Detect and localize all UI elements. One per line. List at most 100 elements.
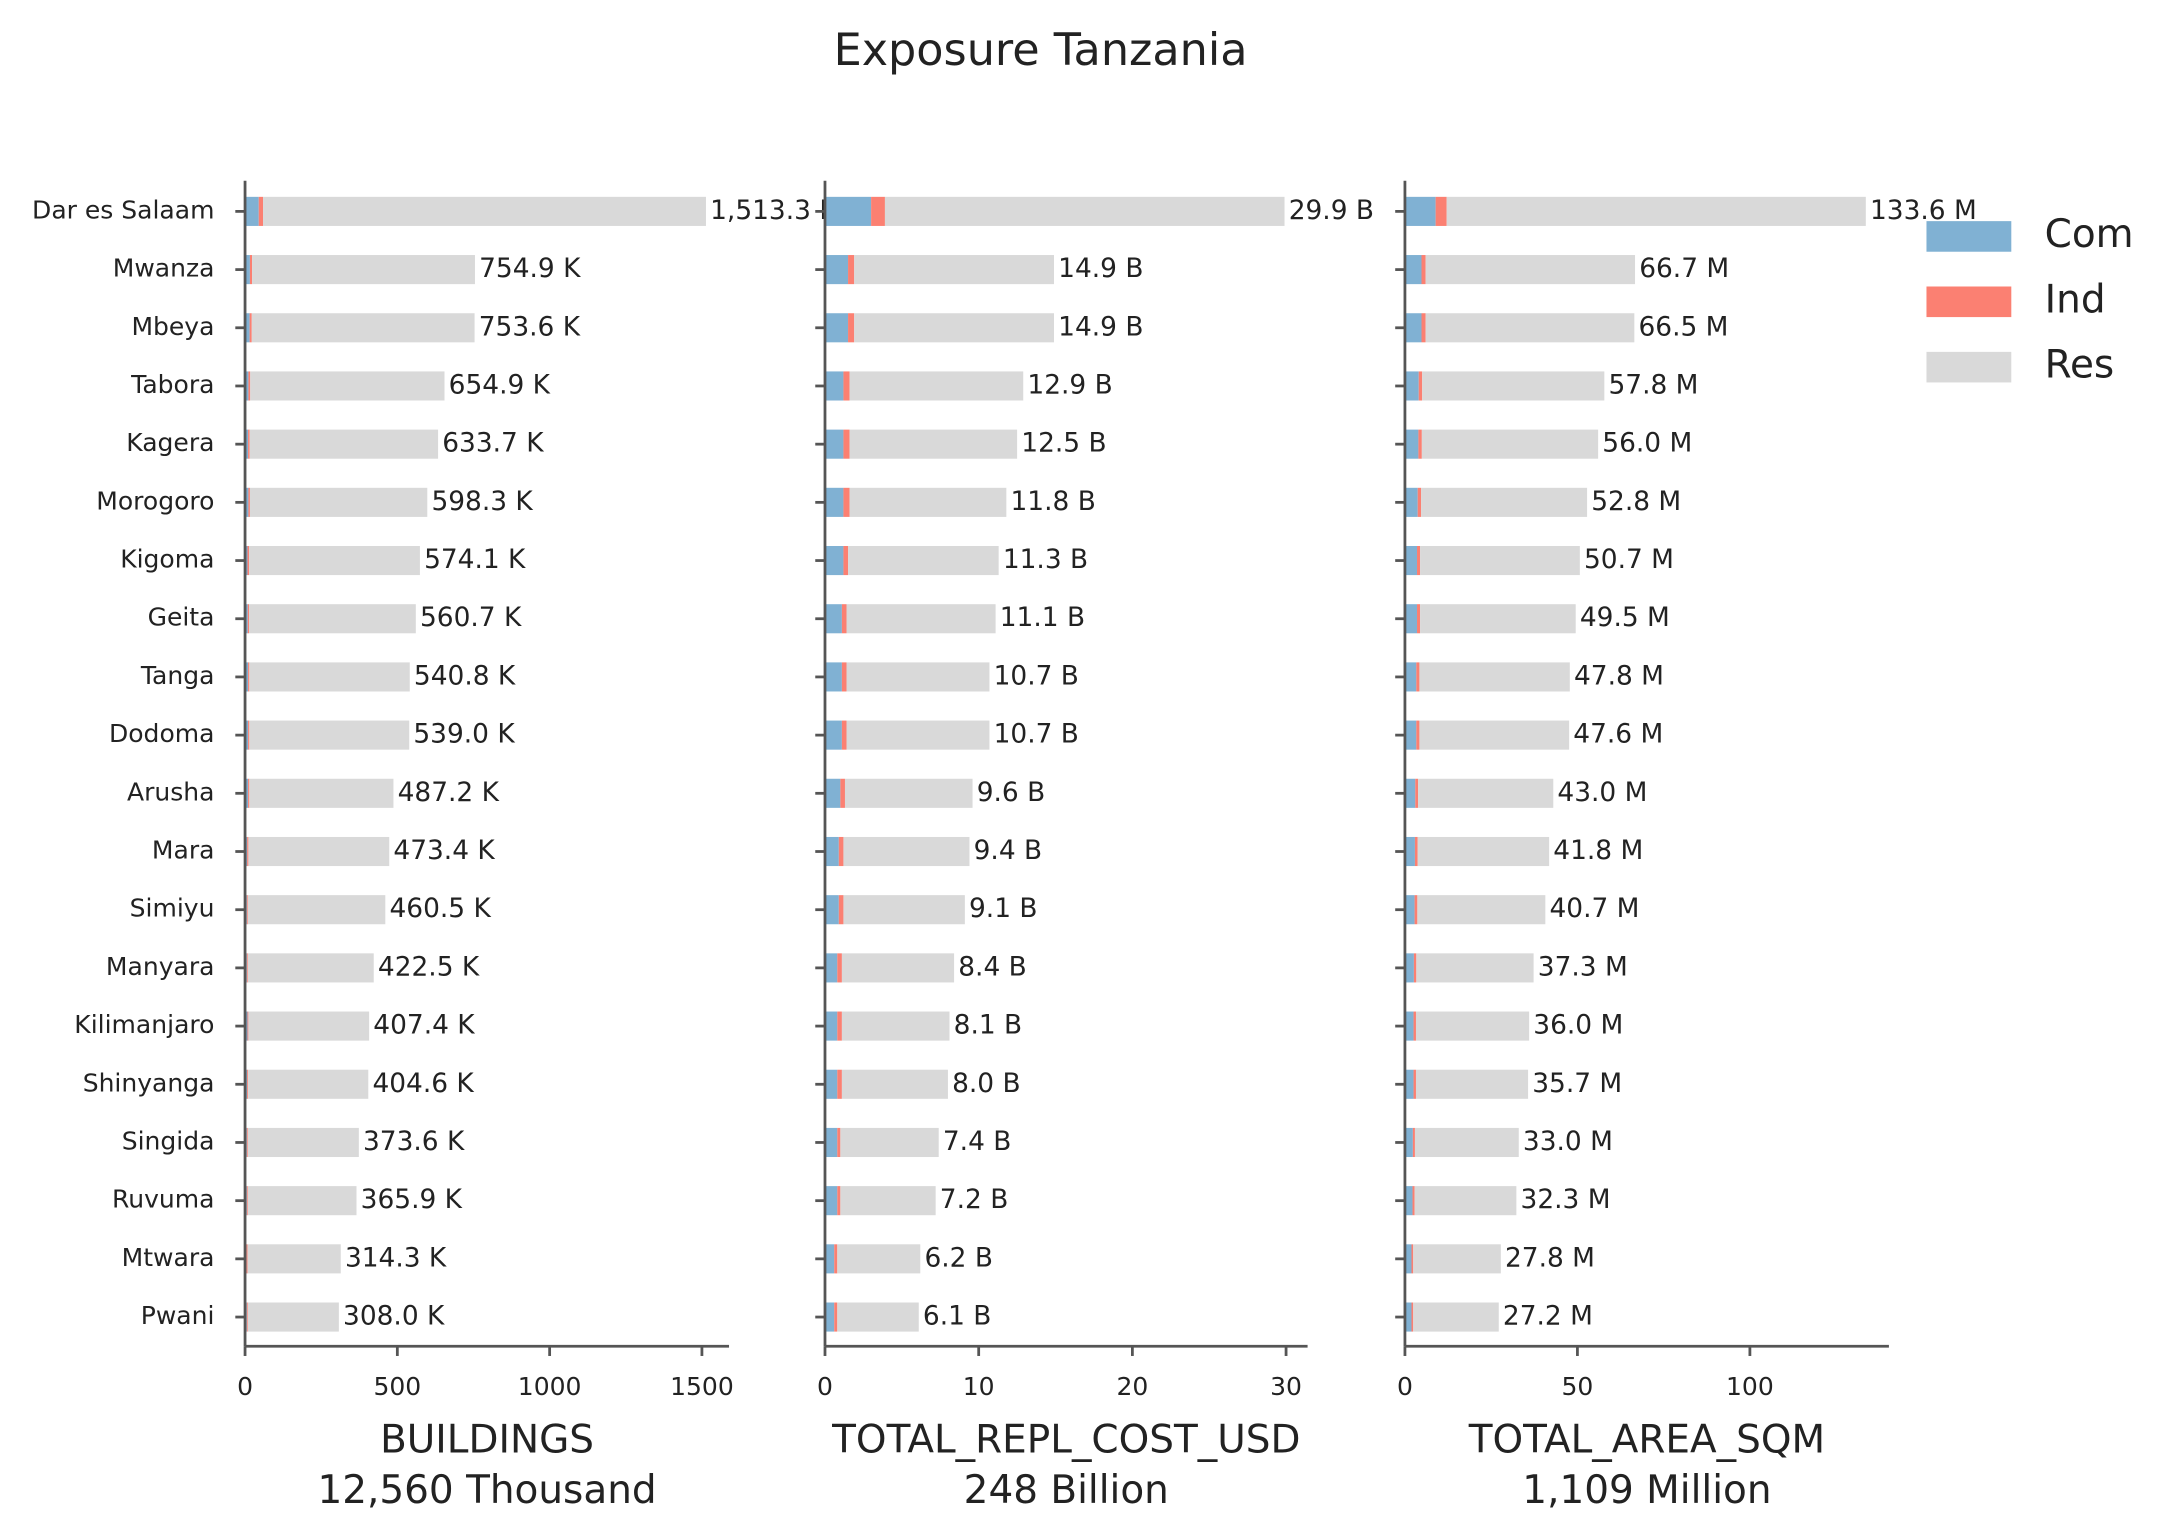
value-label: 373.6 K — [363, 1126, 465, 1157]
value-label: 50.7 M — [1584, 544, 1674, 575]
bar-segment — [1415, 1011, 1530, 1041]
legend-label: Res — [2045, 343, 2115, 388]
bar-segment — [248, 1011, 370, 1041]
bar-segment — [1416, 953, 1534, 983]
value-label: 32.3 M — [1521, 1184, 1611, 1215]
bar-segment — [246, 953, 248, 983]
bar-segment — [846, 720, 990, 750]
bar-segment — [843, 545, 849, 576]
bar-segment — [1404, 953, 1414, 983]
bar-segment — [1446, 196, 1866, 226]
value-label: 12.5 B — [1021, 428, 1106, 459]
bar-segment — [248, 1069, 369, 1099]
value-label: 6.1 B — [923, 1301, 992, 1332]
value-label: 8.4 B — [958, 951, 1027, 982]
bar-segment — [1404, 429, 1419, 459]
bar-segment — [843, 487, 850, 517]
bar-segment — [247, 1302, 339, 1332]
bar-segment — [1425, 313, 1635, 343]
bar-segment — [1404, 196, 1436, 226]
bar-segment — [248, 720, 250, 750]
legend-swatch — [1926, 221, 2012, 252]
bar-segment — [245, 255, 250, 285]
bar-segment — [1411, 1244, 1414, 1274]
value-label: 7.4 B — [943, 1126, 1012, 1157]
bar-segment — [246, 1186, 248, 1216]
bar-segment — [834, 1302, 838, 1332]
bar-segment — [1416, 720, 1420, 750]
bar-segment — [1404, 836, 1415, 867]
bar-segment — [1411, 1302, 1414, 1332]
bar-segment — [837, 1069, 842, 1099]
bar-segment — [1421, 313, 1426, 343]
bar-segment — [871, 196, 885, 226]
value-label: 460.5 K — [389, 893, 491, 924]
y-tick-label: Morogoro — [96, 486, 214, 515]
bar-segment — [824, 1244, 835, 1274]
y-tick-label: Ruvuma — [112, 1185, 214, 1214]
bar-segment — [1418, 778, 1554, 808]
y-tick-label: Manyara — [106, 952, 215, 981]
x-tick-label: 10 — [963, 1372, 995, 1401]
value-label: 66.5 M — [1639, 311, 1729, 342]
bar-segment — [824, 895, 839, 925]
bar-segment — [1412, 1186, 1415, 1216]
bar-segment — [843, 895, 965, 925]
bar-segment — [1414, 1127, 1519, 1158]
bar-segment — [246, 1244, 248, 1274]
bar-segment — [249, 720, 410, 750]
value-label: 9.6 B — [977, 777, 1046, 808]
value-label: 33.0 M — [1523, 1126, 1613, 1157]
bar-segment — [1404, 1186, 1413, 1216]
x-axis-note: 248 Billion — [964, 1468, 1169, 1513]
value-label: 11.1 B — [1000, 602, 1085, 633]
bar-segment — [841, 662, 847, 692]
bar-segment — [824, 1186, 838, 1216]
bar-segment — [1404, 1127, 1413, 1158]
x-tick-label: 0 — [817, 1372, 833, 1401]
y-tick-label: Dar es Salaam — [32, 195, 214, 224]
bar-segment — [247, 836, 249, 867]
bar-segment — [837, 1244, 921, 1274]
bar-segment — [837, 1011, 842, 1041]
y-tick-label: Kagera — [126, 428, 214, 457]
bar-segment — [247, 1069, 249, 1099]
bar-segment — [1404, 895, 1415, 925]
bar-segment — [841, 1069, 948, 1099]
bar-segment — [824, 371, 844, 401]
value-label: 27.2 M — [1503, 1301, 1593, 1332]
bar-segment — [1425, 255, 1636, 285]
bar-segment — [1418, 371, 1423, 401]
bar-segment — [1404, 545, 1418, 576]
y-tick-label: Arusha — [127, 777, 214, 806]
x-axis-note: 1,109 Million — [1522, 1468, 1771, 1513]
bar-segment — [1404, 778, 1416, 808]
value-label: 540.8 K — [414, 660, 516, 691]
legend-swatch — [1926, 351, 2012, 383]
value-label: 422.5 K — [378, 951, 480, 982]
bar-segment — [249, 662, 410, 692]
value-label: 133.6 M — [1870, 195, 1977, 226]
bar-segment — [838, 836, 844, 867]
bar-segment — [846, 662, 990, 692]
bar-segment — [843, 429, 850, 459]
bar-segment — [247, 953, 374, 983]
value-label: 753.6 K — [479, 311, 581, 342]
y-tick-label: Mbeya — [131, 312, 214, 341]
bar-segment — [249, 255, 253, 285]
bar-segment — [245, 720, 249, 750]
bar-segment — [841, 1011, 950, 1041]
bar-segment — [837, 953, 842, 983]
value-label: 14.9 B — [1058, 253, 1143, 284]
bar-segment — [824, 196, 872, 226]
x-axis-label: TOTAL_AREA_SQM — [1468, 1418, 1825, 1463]
bar-segment — [245, 662, 249, 692]
bar-segment — [245, 371, 249, 401]
bar-segment — [1404, 720, 1417, 750]
bar-segment — [824, 1069, 838, 1099]
bar-segment — [854, 255, 1054, 285]
bar-segment — [1414, 895, 1418, 925]
bar-segment — [1413, 1244, 1501, 1274]
bar-segment — [245, 196, 259, 226]
